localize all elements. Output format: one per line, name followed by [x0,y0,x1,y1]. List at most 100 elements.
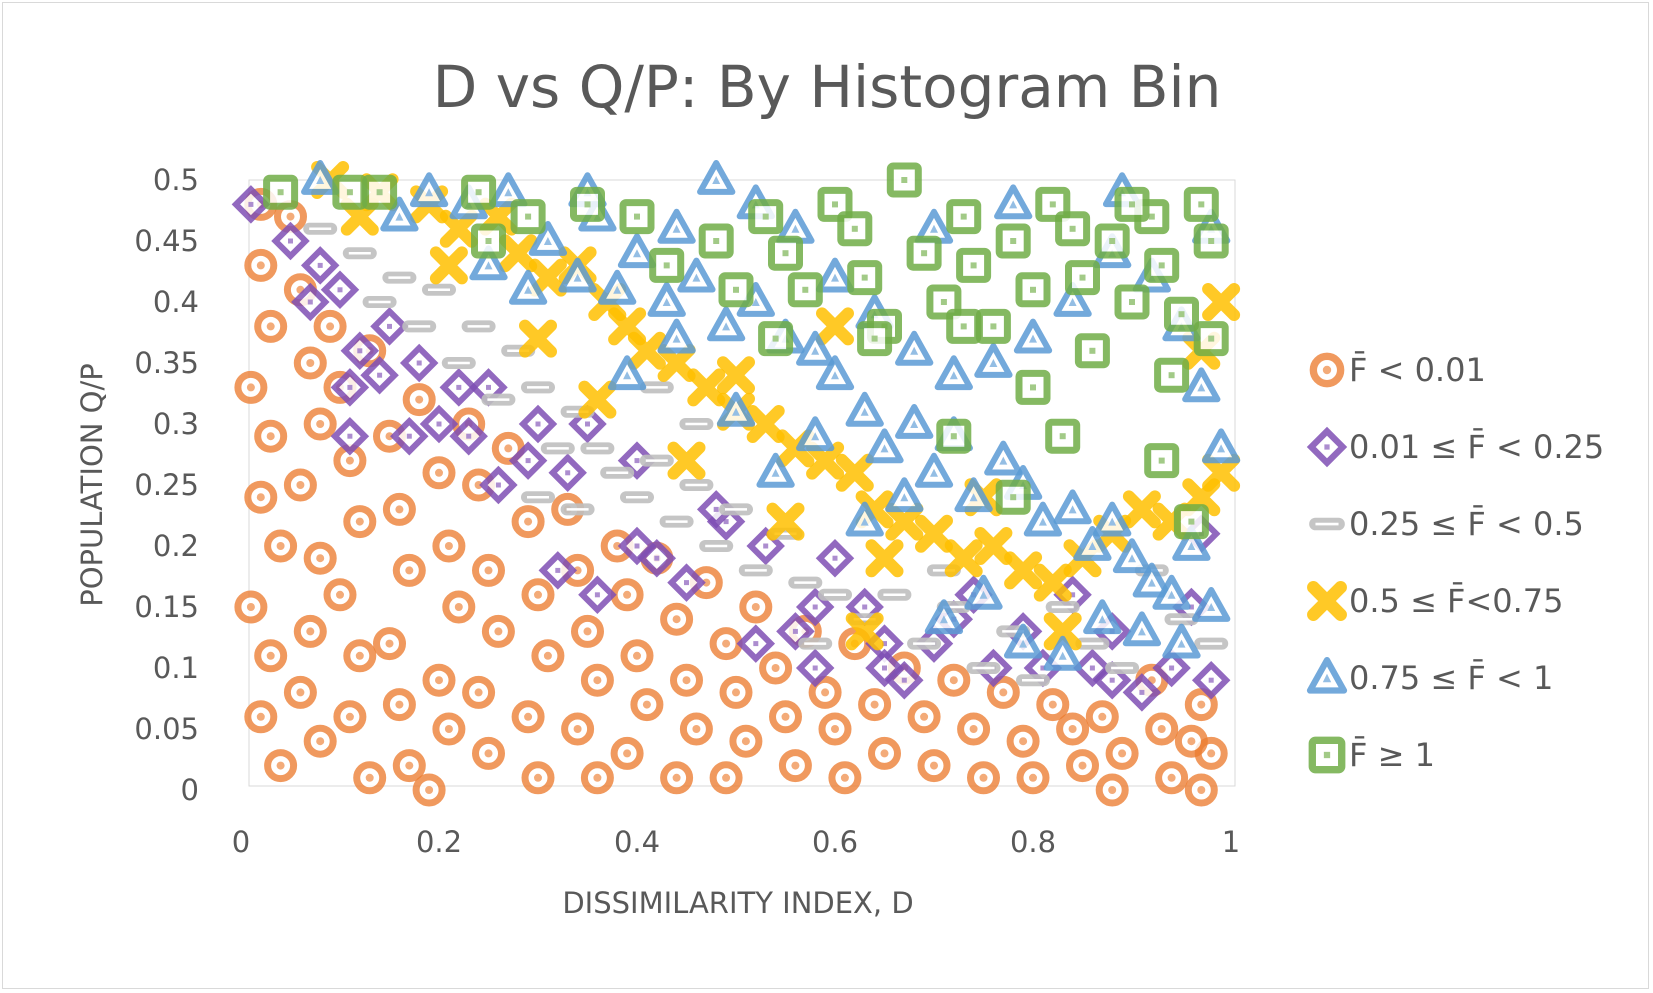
data-point-circle [283,468,317,502]
legend-item: 0.75 ≤ F̄ < 1 [1306,656,1553,697]
legend-item: 0.01 ≤ F̄ < 0.25 [1306,426,1604,468]
data-point-square [649,247,685,283]
data-point-triangle [657,318,696,354]
data-point-square [1114,186,1150,222]
data-point-circle [986,675,1020,709]
data-point-triangle [1003,623,1043,659]
data-point-triangle [697,160,736,195]
data-point-square [1045,418,1081,454]
data-point-x [915,514,953,553]
data-point-circle [1174,724,1208,758]
data-point-circle [660,602,694,636]
data-point-circle [333,700,367,734]
y-tick-label: 0.2 [153,529,199,563]
data-point-dash [719,503,753,516]
data-point-square [995,479,1031,515]
data-point-circle [660,761,694,795]
data-point-square [1114,284,1150,320]
data-point-dash [521,381,555,394]
data-point-circle [234,370,268,404]
data-point-dash [788,576,823,589]
data-point-diamond [370,307,409,346]
data-point-circle [739,590,773,624]
x-tick-label: 1 [1222,825,1240,859]
data-point-diamond [538,551,578,590]
data-point-square [1183,186,1219,222]
data-point-dash [362,296,397,308]
data-point-triangle [607,355,647,391]
data-point-diamond [479,465,518,505]
x-tick-label: 0.4 [614,825,660,859]
legend-marker-circle [1309,352,1345,388]
data-point-triangle [1201,428,1241,464]
data-point-circle [580,663,614,697]
data-point-circle [967,761,1000,795]
data-point-x [627,331,666,370]
data-point-diamond [548,453,587,493]
data-point-triangle [558,257,597,293]
data-point-circle [353,761,387,795]
data-point-circle [610,736,644,770]
data-point-triangle [1192,587,1231,622]
data-point-x [865,539,904,578]
data-point-square [1015,369,1051,405]
data-point-circle [422,663,456,697]
data-point-diamond [320,270,360,310]
data-point-square [995,223,1031,259]
data-point-dash [798,637,833,650]
data-point-dash [402,320,437,333]
data-point-diamond [399,343,439,383]
data-point-circle [620,639,654,673]
data-point-diamond [300,246,340,285]
data-point-diamond [330,368,370,407]
x-axis-title: DISSIMILARITY INDEX, D [562,886,913,920]
data-point-circle [808,675,842,709]
data-point-triangle [617,233,657,269]
data-point-circle [858,688,892,722]
data-point-triangle [815,355,855,391]
x-tick-label: 0.8 [1010,825,1056,859]
data-point-circle [1095,773,1129,807]
data-point-square [1055,211,1091,247]
data-point-circle [719,675,753,709]
x-axis-ticks: 0 0.2 0.4 0.6 0.8 1 [232,825,1240,859]
data-point-circle [472,553,505,587]
y-axis-ticks: 0 0.05 0.1 0.15 0.2 0.25 0.3 0.35 0.4 0.45 0.5 [134,163,199,807]
data-point-triangle [885,477,924,513]
data-point-dash [738,564,773,577]
data-point-triangle [1013,318,1053,354]
data-point-diamond [795,648,835,688]
data-point-diamond [667,563,706,602]
legend-marker-x [1307,581,1347,621]
data-point-circle [769,700,802,734]
data-point-circle [343,505,377,539]
data-point-circle [1016,761,1050,795]
data-point-diamond [1191,660,1231,700]
data-point-square [847,260,883,296]
data-point-triangle [796,416,835,452]
data-point-triangle [895,404,934,439]
data-point-triangle [469,245,508,281]
data-point-circle [382,688,416,722]
data-point-circle [244,480,278,514]
data-point-circle [729,724,763,758]
y-tick-label: 0.05 [134,712,199,746]
data-point-circle [264,529,298,563]
data-point-diamond [736,624,776,663]
data-point-triangle [1132,562,1171,598]
legend-item: 0.5 ≤ F̄<0.75 [1307,581,1564,621]
data-point-dash [907,637,942,650]
data-point-x [439,209,478,248]
data-point-circle [244,700,278,734]
legend-marker-diamond [1306,426,1348,468]
data-point-triangle [1172,526,1211,561]
data-point-circle [1066,749,1099,783]
data-point-triangle [1122,611,1162,647]
data-point-triangle [865,428,904,464]
data-point-square [362,174,398,210]
data-point-square [619,199,655,235]
data-point-circle [422,456,456,490]
chart-title: D vs Q/P: By Histogram Bin [433,53,1222,121]
data-point-square [1164,296,1199,332]
data-point-x [1202,283,1241,321]
